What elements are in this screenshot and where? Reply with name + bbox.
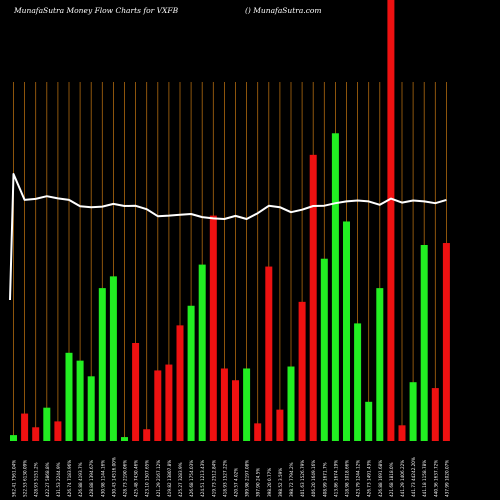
volume-bar <box>309 154 317 441</box>
volume-bar <box>365 401 373 441</box>
x-axis-label: 397.90 24.5% <box>256 468 261 497</box>
x-axis-label: 408.99 1671.7% <box>322 462 327 497</box>
x-axis-label: 441.73 44242.20% <box>411 457 416 497</box>
volume-bar <box>431 388 439 441</box>
volume-bar <box>343 221 350 441</box>
x-axis-label: 426.88 1691.68% <box>378 460 383 497</box>
x-axis-label: 425.48 7430.46% <box>134 460 139 497</box>
x-axis-label: 428.93 5151.2% <box>34 462 39 497</box>
x-axis-label: 401.63 1526.79% <box>300 460 305 497</box>
x-axis-label: 431.53 2244.9% <box>56 462 61 497</box>
x-axis-label: 426.74 7183.96% <box>67 460 72 497</box>
x-axis-label: 437.99 1020.07% <box>444 460 449 497</box>
x-axis-label: 430.98 1144.16% <box>100 460 105 497</box>
x-axis-label: 419.82 13807.8% <box>167 460 172 497</box>
volume-bars <box>10 0 450 441</box>
volume-bar <box>398 425 406 441</box>
volume-bar <box>65 352 73 441</box>
x-axis-label: 441.29 1406.22% <box>400 460 405 497</box>
x-axis-label: 398.52 3.59% <box>278 468 283 497</box>
volume-bar <box>265 266 273 441</box>
price-line <box>9 173 447 301</box>
x-axis-label: 522.53 6130.09% <box>23 460 28 497</box>
x-axis-label: 430.43 14516.00% <box>111 457 116 497</box>
volume-bar <box>287 366 295 441</box>
x-axis-label: 413.86 1674.19% <box>333 460 338 497</box>
x-axis-label: 418.93 1527.22% <box>222 460 227 497</box>
x-axis-label: 428.88 1394.67% <box>89 460 94 497</box>
x-axis-label: 420.57 4.02% <box>234 468 239 497</box>
x-axis-label: 398.20 0.77% <box>267 468 272 497</box>
x-axis-label: 399.98 2197.08% <box>245 460 250 497</box>
volume-bar <box>76 360 84 441</box>
x-axis-label: 425.27 3283.9% <box>178 462 183 497</box>
volume-bar <box>420 245 428 441</box>
x-axis-label: 418.98 1018.66% <box>345 460 350 497</box>
volume-bar <box>254 423 262 441</box>
x-axis-label: 426.73 1491.43% <box>367 460 372 497</box>
x-axis-label: 421.29 2167.12% <box>156 460 161 497</box>
volume-bar <box>320 258 328 441</box>
x-axis-label: 424.51 1213.43% <box>200 460 205 497</box>
volume-bar <box>198 264 206 441</box>
volume-bar <box>298 301 306 441</box>
volume-bar <box>354 323 362 441</box>
volume-bar <box>98 288 106 441</box>
volume-bar <box>243 368 251 441</box>
volume-bar <box>187 305 195 441</box>
x-axis-label: 426.88 4193.7% <box>78 462 83 497</box>
volume-bar <box>387 0 395 441</box>
x-axis-label: 398.72 7794.2% <box>289 462 294 497</box>
volume-bar <box>132 343 140 441</box>
volume-bar <box>165 364 173 441</box>
site-credit: () MunafaSutra.com <box>245 6 322 15</box>
x-axis-label: 426.68 1754.03% <box>189 460 194 497</box>
x-axis-labels: 562.41 7561.04% 522.53 6130.09% 428.93 515… <box>12 457 450 497</box>
volume-bar <box>232 380 239 441</box>
x-axis-label: 440.36 1637.72% <box>433 460 438 497</box>
x-axis-label: 406.20 1649.16% <box>311 460 316 497</box>
volume-bar <box>43 407 51 441</box>
x-axis-label: 419.73 2512.84% <box>211 460 216 497</box>
x-axis-label: 423.79 1244.12% <box>356 460 361 497</box>
volume-bar <box>87 376 95 441</box>
volume-bar <box>143 429 151 441</box>
volume-bar <box>276 409 284 441</box>
volume-bar <box>10 435 17 441</box>
volume-bar <box>209 215 217 441</box>
x-axis-label: 562.41 7561.04% <box>12 460 17 497</box>
chart-title: MunafaSutra Money Flow Charts for VXFB <box>14 6 179 15</box>
volume-bar <box>109 276 117 441</box>
x-axis-label: 441.18 1158.78% <box>422 460 427 497</box>
volume-bar <box>409 382 417 441</box>
volume-bar <box>21 413 29 441</box>
volume-bar <box>220 368 228 441</box>
volume-bar <box>442 243 450 441</box>
volume-bar <box>54 421 62 441</box>
volume-bar <box>176 325 184 441</box>
volume-bar <box>376 288 384 441</box>
x-axis-label: 421.68 1818.0% <box>389 462 394 497</box>
volume-bar <box>154 370 162 441</box>
volume-bar <box>32 427 40 441</box>
x-axis-label: 428.73 2190.06% <box>123 460 128 497</box>
x-axis-label: 422.27 5868.8% <box>45 462 50 497</box>
volume-bar <box>331 133 339 441</box>
x-axis-label: 423.10 1507.65% <box>145 460 150 497</box>
volume-bar <box>121 437 128 441</box>
